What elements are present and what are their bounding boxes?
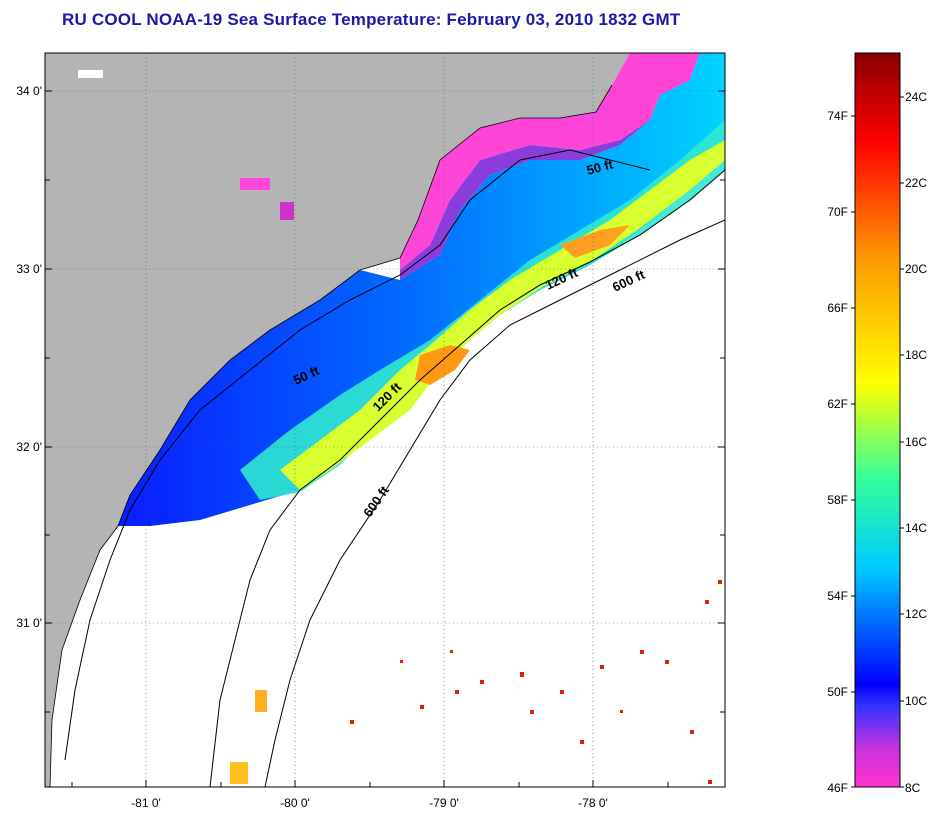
colorbar-c-24: 24C: [905, 90, 927, 104]
inland-lake-1: [240, 178, 270, 190]
colorbar-ticks: [851, 96, 904, 788]
lon-label-80: -80 0': [280, 796, 310, 810]
colorbar-f-66: 66F: [827, 301, 848, 315]
lon-label-78: -78 0': [578, 796, 608, 810]
map-frame: [44, 52, 726, 788]
inland-lake-3: [78, 70, 103, 78]
contour-label-50ft-north: 50 ft: [585, 156, 615, 178]
lon-label-81: -81 0': [131, 796, 161, 810]
warm-patch-orange: [415, 345, 470, 385]
colorbar-f-62: 62F: [827, 397, 848, 411]
map-panel: 50 ft 120 ft 600 ft 50 ft 120 ft 600 ft: [45, 53, 725, 787]
offshore-red-speckles: [350, 580, 722, 784]
contour-120ft: [209, 169, 725, 787]
warm-patch-orange-2: [560, 225, 630, 258]
colorbar-f-70: 70F: [827, 205, 848, 219]
colorbar-c-16: 16C: [905, 435, 927, 449]
contour-50ft: [64, 149, 651, 761]
colorbar-c-12: 12C: [905, 607, 927, 621]
colorbar-f-58: 58F: [827, 493, 848, 507]
colorbar-f-46: 46F: [827, 781, 848, 795]
purple-band: [400, 120, 650, 280]
outer-shelf-yellow: [280, 140, 725, 490]
inland-lake-2: [280, 202, 294, 220]
lat-label-31: 31 0': [16, 616, 42, 630]
map-title: RU COOL NOAA-19 Sea Surface Temperature:…: [62, 10, 681, 29]
coastline: [49, 84, 613, 787]
colorbar-c-18: 18C: [905, 348, 927, 362]
colorbar-f-74: 74F: [827, 109, 848, 123]
axis-ticks: [45, 90, 725, 787]
colorbar-c-8: 8C: [905, 781, 921, 795]
colorbar-c-14: 14C: [905, 521, 927, 535]
lat-label-34: 34 0': [16, 84, 42, 98]
cold-nearshore-band: [400, 53, 700, 270]
land-area: [45, 53, 630, 787]
colorbar-f-50: 50F: [827, 685, 848, 699]
lat-label-32: 32 0': [16, 440, 42, 454]
colorbar-c-22: 22C: [905, 176, 927, 190]
shelf-water-blue: [118, 53, 725, 526]
contour-600ft: [264, 219, 725, 787]
lat-label-33: 33 0': [16, 262, 42, 276]
lon-label-79: -79 0': [429, 796, 459, 810]
warm-patch-small-2: [230, 762, 248, 784]
colorbar-c-10: 10C: [905, 694, 927, 708]
grid-lines: [45, 53, 725, 787]
colorbar-c-20: 20C: [905, 262, 927, 276]
colorbar: [854, 52, 901, 788]
colorbar-f-54: 54F: [827, 589, 848, 603]
warm-patch-small-1: [255, 690, 267, 712]
